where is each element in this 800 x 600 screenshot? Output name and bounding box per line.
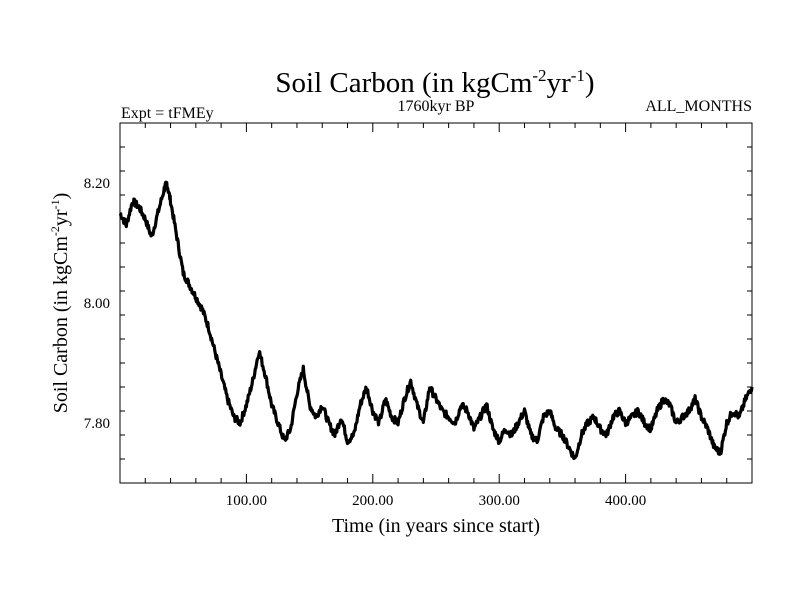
x-tick-label: 100.00 xyxy=(226,493,267,509)
x-tick-label: 200.00 xyxy=(352,493,393,509)
axis-ticks xyxy=(120,123,752,483)
subtitle-period: 1760kyr BP xyxy=(398,98,475,115)
y-axis-label: Soil Carbon (in kgCm-2yr-1) xyxy=(48,193,72,414)
x-axis-label: Time (in years since start) xyxy=(332,515,540,537)
chart-title: Soil Carbon (in kgCm-2yr-1) xyxy=(275,66,594,99)
x-tick-label: 300.00 xyxy=(479,493,520,509)
x-tick-labels: 100.00 200.00 300.00 400.00 xyxy=(226,493,646,509)
y-tick-label: 7.80 xyxy=(84,416,110,432)
y-tick-label: 8.00 xyxy=(84,296,110,312)
y-tick-label: 8.20 xyxy=(84,176,110,192)
x-tick-label: 400.00 xyxy=(605,493,646,509)
series-line-0 xyxy=(118,180,754,461)
subtitle-experiment: Expt = tFMEy xyxy=(121,105,214,122)
y-tick-labels: 7.80 8.00 8.20 xyxy=(84,176,110,432)
subtitle-months: ALL_MONTHS xyxy=(645,98,752,115)
series-group xyxy=(118,180,754,461)
plot-frame xyxy=(119,122,753,484)
